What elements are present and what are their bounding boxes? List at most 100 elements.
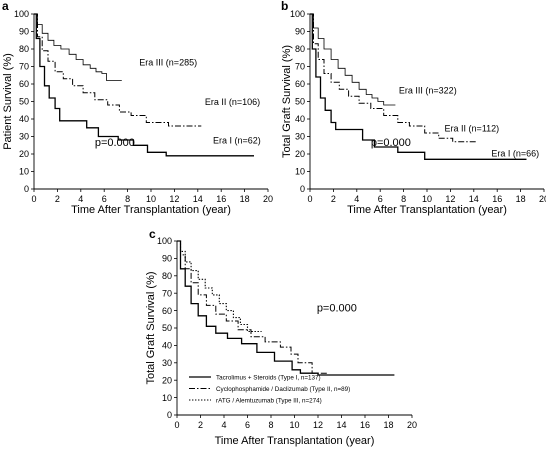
series-label-2: Era II (n=106) — [205, 97, 260, 107]
x-tick-label: 8 — [125, 194, 130, 204]
y-tick-label: 80 — [295, 44, 305, 54]
series-label-2: Era II (n=112) — [445, 123, 500, 133]
series-label-3: Era I (n=66) — [491, 149, 539, 159]
y-tick-label: 80 — [162, 271, 172, 281]
y-axis-title: Total Graft Survival (%) — [145, 271, 157, 384]
y-tick-label: 20 — [295, 149, 305, 159]
x-tick-label: 0 — [307, 194, 312, 204]
y-tick-label: 40 — [162, 341, 172, 351]
panel-label: a — [2, 0, 9, 13]
series-line-3 — [34, 13, 254, 157]
series-label-3: Era I (n=62) — [213, 136, 261, 146]
series-line-2 — [310, 13, 477, 143]
series-line-2 — [177, 240, 328, 374]
x-tick-label: 14 — [193, 194, 203, 204]
chart-panel-b: b 0 2 4 6 8 10 12 14 16 18 20 0 10 20 30 40 50 60 70 80 90 100… — [281, 0, 546, 216]
y-tick-label: 30 — [295, 132, 305, 142]
series-line-1 — [34, 13, 122, 81]
x-tick-label: 16 — [492, 194, 502, 204]
series-label-1: Era III (n=285) — [139, 58, 197, 68]
y-tick-label: 90 — [295, 27, 305, 37]
x-tick-label: 8 — [401, 194, 406, 204]
x-axis-title: Time After Transplantation (year) — [215, 435, 375, 447]
x-tick-label: 4 — [221, 420, 226, 430]
y-tick-label: 20 — [162, 375, 172, 385]
x-tick-label: 2 — [198, 420, 203, 430]
x-tick-label: 0 — [174, 420, 179, 430]
y-tick-label: 60 — [162, 306, 172, 316]
x-tick-label: 6 — [102, 194, 107, 204]
y-tick-label: 100 — [157, 236, 172, 246]
x-tick-label: 18 — [240, 194, 250, 204]
series-line-1 — [310, 13, 396, 106]
y-tick-label: 50 — [162, 323, 172, 333]
series-label-1: Era III (n=322) — [399, 86, 457, 96]
y-tick-label: 90 — [162, 254, 172, 264]
x-tick-label: 14 — [469, 194, 479, 204]
x-tick-label: 6 — [245, 420, 250, 430]
panel-label: b — [281, 0, 288, 13]
x-tick-label: 8 — [268, 420, 273, 430]
y-tick-label: 50 — [295, 97, 305, 107]
y-tick-label: 20 — [19, 149, 29, 159]
x-tick-label: 14 — [336, 420, 346, 430]
x-tick-label: 16 — [216, 194, 226, 204]
series-line-3 — [310, 13, 527, 160]
series-line-2 — [34, 13, 202, 127]
x-tick-label: 2 — [331, 194, 336, 204]
x-tick-label: 12 — [313, 420, 323, 430]
legend-entry-2: Cyclophosphamide / Daclizumab (Type II, … — [216, 386, 350, 393]
y-tick-label: 10 — [162, 393, 172, 403]
x-tick-label: 4 — [354, 194, 359, 204]
y-tick-label: 60 — [19, 79, 29, 89]
x-tick-label: 16 — [360, 420, 370, 430]
y-tick-label: 60 — [295, 79, 305, 89]
p-value-annotation: p=0.000 — [95, 137, 135, 149]
y-axis-title: Total Graft Survival (%) — [281, 45, 293, 158]
chart-panel-c: c 0 2 4 6 8 10 12 14 16 18 20 0 10 20 30 40 50 60 70 80 90 100… — [145, 227, 417, 447]
y-tick-label: 100 — [14, 9, 29, 19]
y-tick-label: 80 — [19, 44, 29, 54]
x-tick-label: 10 — [289, 420, 299, 430]
y-tick-label: 100 — [290, 9, 305, 19]
x-axis-title: Time After Transplantation (year) — [347, 204, 507, 216]
x-tick-label: 6 — [378, 194, 383, 204]
legend-entry-3: rATG / Alemtuzumab (Type III, n=274) — [216, 398, 322, 405]
series-line-3 — [177, 240, 262, 333]
y-tick-label: 0 — [300, 184, 305, 194]
y-tick-label: 70 — [19, 62, 29, 72]
y-tick-label: 40 — [295, 114, 305, 124]
y-tick-label: 40 — [19, 114, 29, 124]
panel-label: c — [149, 227, 156, 241]
x-tick-label: 4 — [78, 194, 83, 204]
y-tick-label: 10 — [19, 167, 29, 177]
y-tick-label: 10 — [295, 167, 305, 177]
x-tick-label: 10 — [146, 194, 156, 204]
y-tick-label: 0 — [167, 410, 172, 420]
y-tick-label: 50 — [19, 97, 29, 107]
y-tick-label: 30 — [162, 358, 172, 368]
y-tick-label: 90 — [19, 27, 29, 37]
y-axis-title: Patient Survival (%) — [2, 53, 14, 150]
x-tick-label: 12 — [169, 194, 179, 204]
x-tick-label: 18 — [383, 420, 393, 430]
x-axis-title: Time After Transplantation (year) — [71, 204, 231, 216]
x-tick-label: 18 — [516, 194, 526, 204]
p-value-annotation: p=0.000 — [371, 137, 411, 149]
x-tick-label: 20 — [539, 194, 546, 204]
y-tick-label: 30 — [19, 132, 29, 142]
y-tick-label: 0 — [24, 184, 29, 194]
p-value-annotation: p=0.000 — [317, 302, 357, 314]
x-tick-label: 2 — [55, 194, 60, 204]
legend-entry-1: Tacrolimus + Steroids (Type I, n=137) — [216, 375, 321, 382]
y-tick-label: 70 — [162, 288, 172, 298]
x-tick-label: 10 — [422, 194, 432, 204]
x-tick-label: 0 — [31, 194, 36, 204]
x-tick-label: 20 — [407, 420, 417, 430]
legend: Tacrolimus + Steroids (Type I, n=137) Cyc… — [189, 375, 350, 405]
x-tick-label: 12 — [445, 194, 455, 204]
y-tick-label: 70 — [295, 62, 305, 72]
series-line-1 — [177, 240, 395, 376]
x-tick-label: 20 — [263, 194, 273, 204]
